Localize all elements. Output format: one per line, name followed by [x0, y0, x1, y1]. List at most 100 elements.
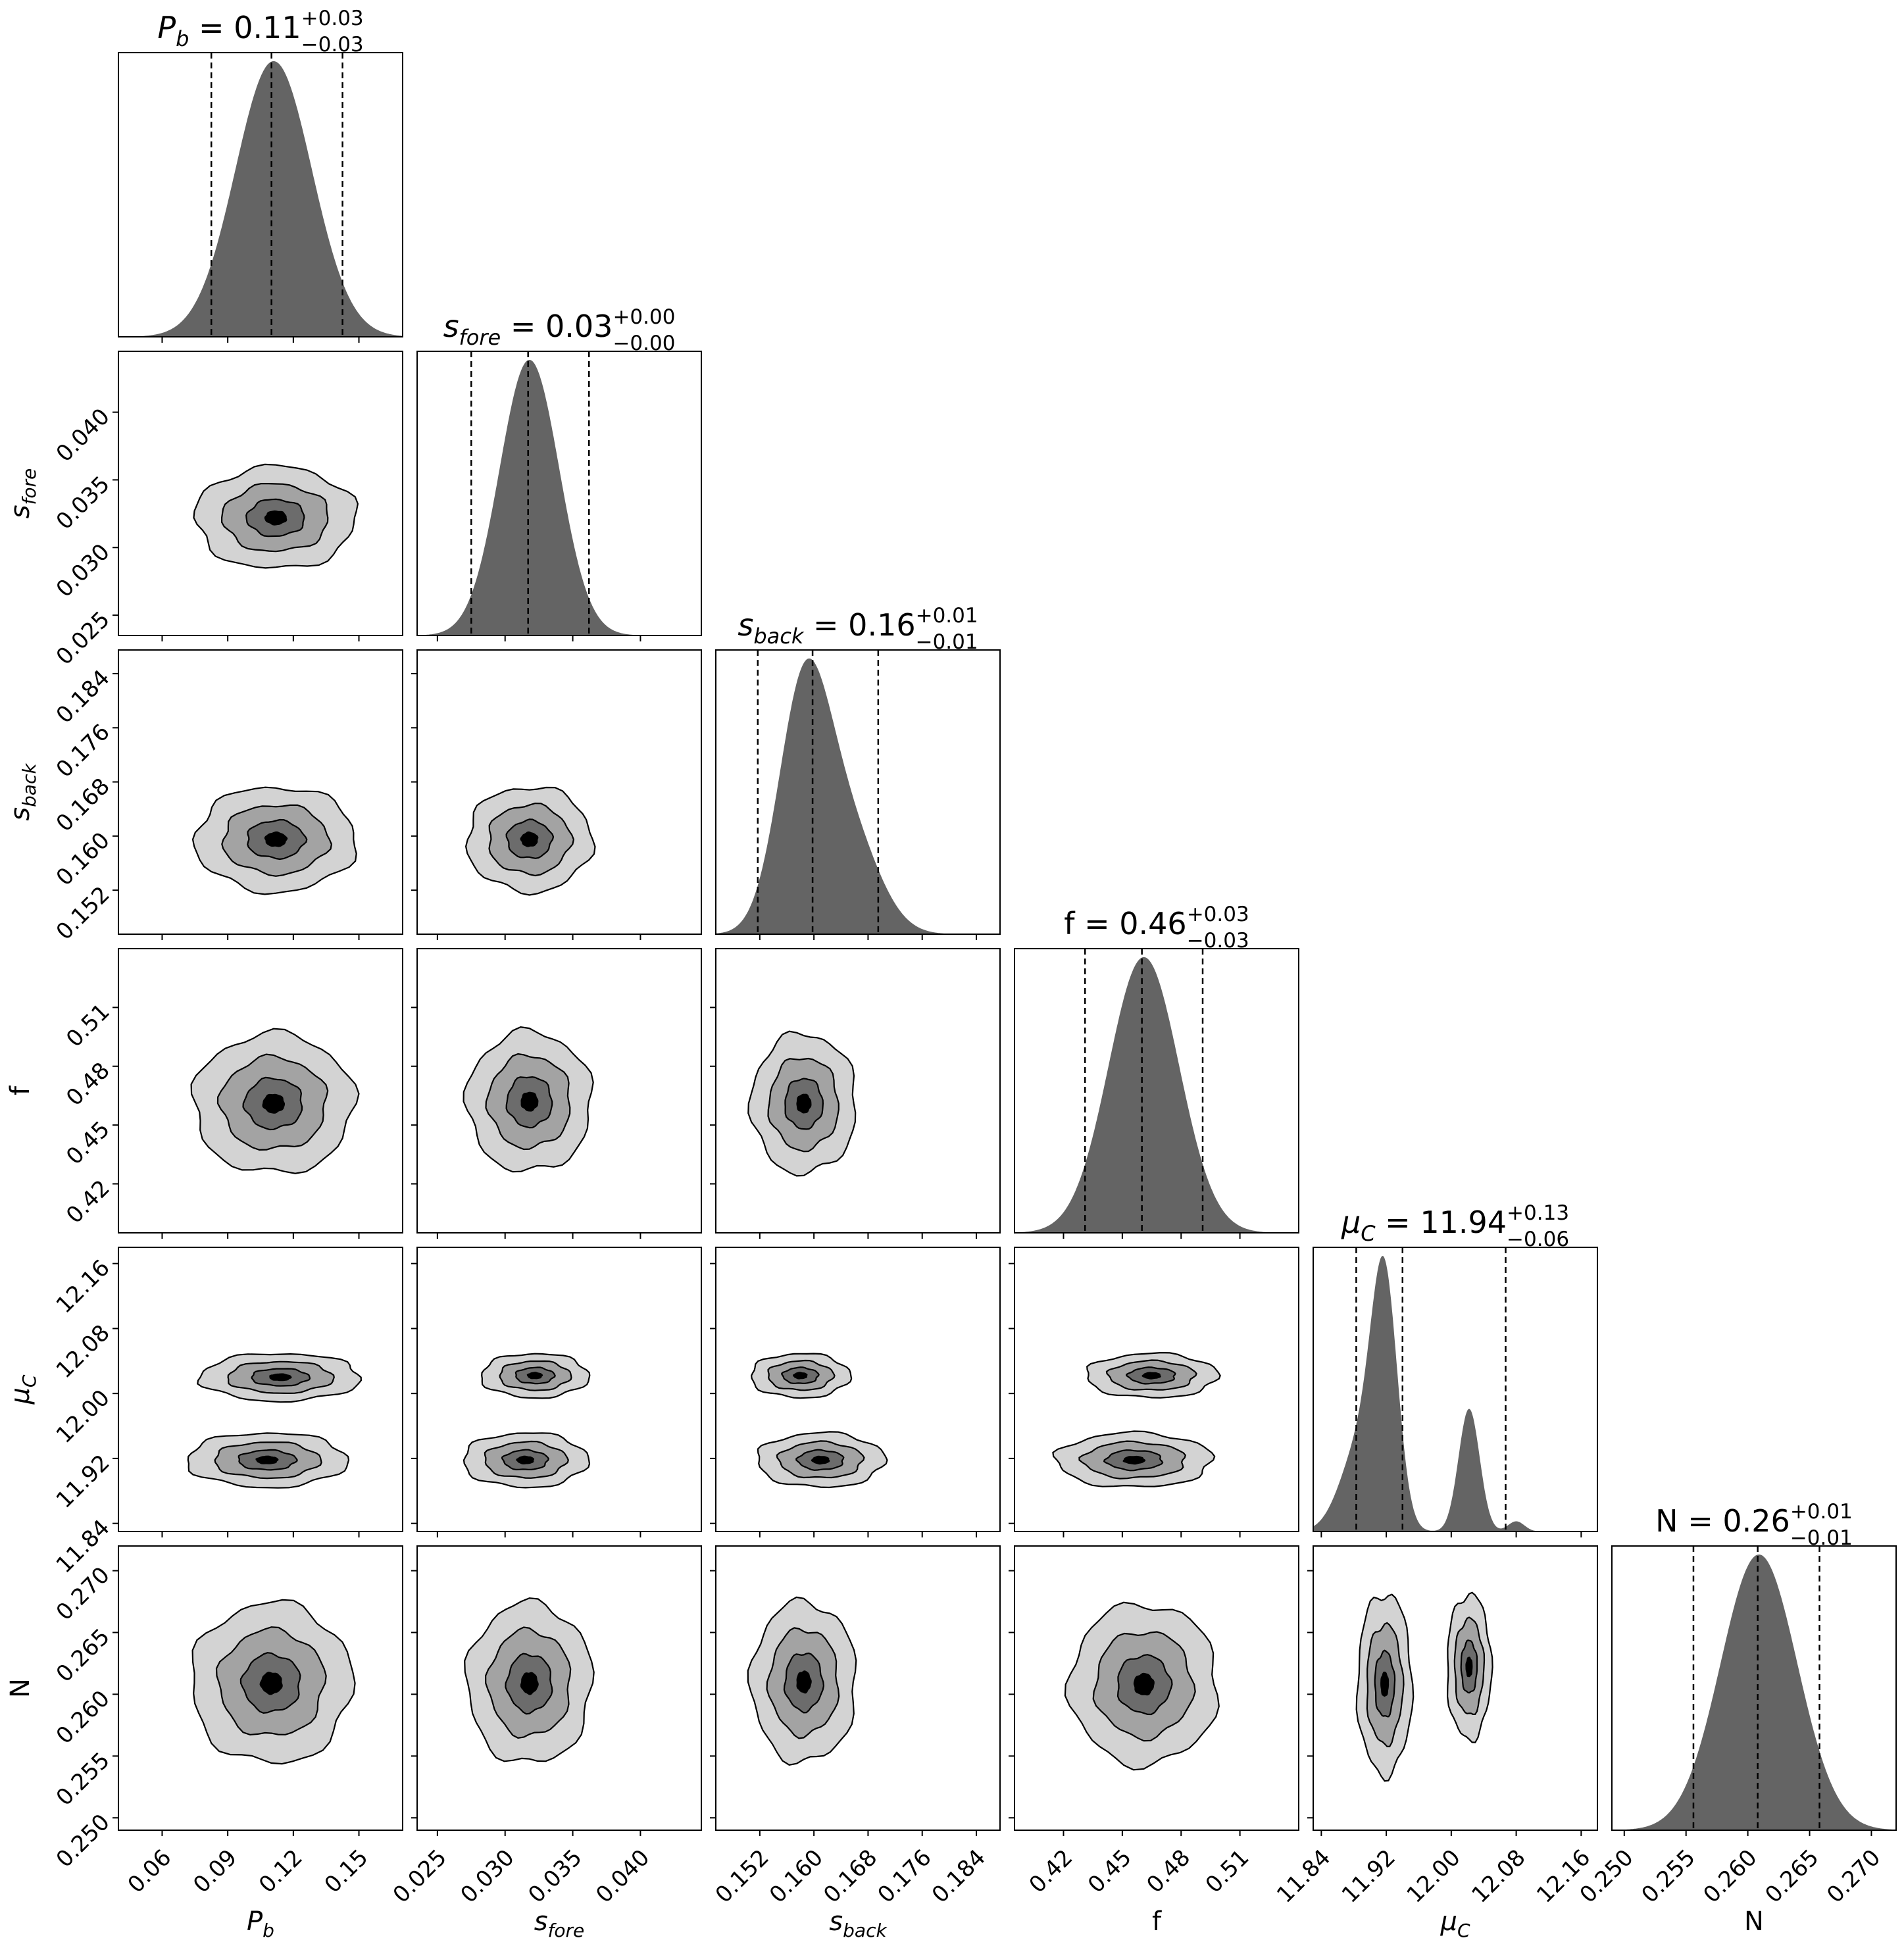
y-tick-label: 0.42 [61, 1175, 115, 1229]
histogram-sback [716, 659, 1000, 934]
y-axis-label-muC-sub: C [18, 1374, 40, 1387]
x-tick-label: 0.184 [927, 1845, 991, 1908]
x-axis-label-Pb-sub: b [263, 1920, 274, 1941]
panel-N-hist: N = 0.26+0.01−0.010.2500.2550.2600.2650.… [1575, 1500, 1897, 1908]
title-value: = 0.46 [1074, 906, 1186, 941]
y-tick-label: 0.040 [51, 403, 115, 467]
contour-level-4 [796, 1670, 812, 1694]
histogram-f [1015, 957, 1299, 1233]
histogram-sfore [417, 360, 701, 636]
y-tick-label: 0.265 [51, 1624, 115, 1687]
panel-sfore-hist: sfore = 0.03+0.00−0.00 [416, 305, 702, 641]
x-tick-label: 0.09 [188, 1845, 242, 1899]
panel-frame [1014, 948, 1299, 1234]
y-axis-label-N: N [5, 1678, 36, 1698]
x-axis-label-N: N [1744, 1907, 1764, 1937]
histogram-Pb [118, 61, 403, 337]
x-tick-label: 0.48 [1141, 1845, 1195, 1899]
panel-f-vs-N: 0.42 0.45 0.48 0.51 [1009, 1545, 1299, 1899]
y-tick-label: 0.152 [51, 882, 115, 945]
x-tick-label: 0.15 [320, 1845, 374, 1899]
x-axis-label-Pb: Pb [247, 1907, 274, 1941]
contour-level-4 [526, 1372, 543, 1380]
panel-sfore-vs-sback [411, 649, 702, 940]
y-axis-label-N-main: N [5, 1678, 36, 1698]
panel-frame [416, 351, 702, 636]
panel-content [747, 1596, 857, 1766]
contour-level-4 [1133, 1672, 1155, 1696]
panel-Pb-vs-f: 0.420.450.480.51 [61, 948, 403, 1239]
title-symbol: s [738, 607, 753, 643]
panel-title-sback: sback = 0.16+0.01 [738, 604, 978, 649]
panel-frame [118, 1545, 403, 1831]
panel-title-sfore: sfore = 0.03+0.00 [443, 305, 676, 350]
x-tick-label: 0.035 [523, 1845, 587, 1908]
panel-muC-hist: μC = 11.94+0.13−0.06 [1313, 1201, 1598, 1537]
panel-sback-hist: sback = 0.16+0.01−0.01 [715, 604, 1001, 940]
x-tick-label: 0.270 [1822, 1845, 1886, 1908]
x-tick-label: 0.45 [1083, 1845, 1137, 1899]
y-tick-label: 0.51 [61, 999, 115, 1053]
x-tick-label: 0.025 [388, 1845, 452, 1908]
title-plus: +0.13 [1507, 1201, 1569, 1225]
contour-level-4 [259, 1672, 283, 1695]
y-tick-label: 0.260 [51, 1685, 115, 1749]
panel-frame [118, 52, 403, 337]
title-symbol: f [1064, 906, 1076, 941]
panel-sfore-vs-muC [411, 1247, 702, 1537]
title-subscript: fore [459, 325, 501, 350]
panel-sfore-vs-N: 0.025 0.030 0.035 0.040 [388, 1545, 702, 1908]
histogram-muC [1313, 1256, 1597, 1532]
x-axis-label-sback-sub: back [843, 1920, 888, 1941]
x-tick-label: 0.030 [456, 1845, 520, 1908]
panel-content [464, 1597, 595, 1762]
x-axis-label-muC: μC [1440, 1907, 1470, 1941]
y-tick-label: 12.00 [51, 1385, 115, 1449]
panel-content [191, 786, 357, 895]
y-tick-label: 12.08 [51, 1320, 115, 1383]
panel-frame [118, 649, 403, 935]
y-tick-label: 0.035 [51, 471, 115, 535]
x-tick-label: 0.51 [1201, 1845, 1255, 1899]
panel-frame [1313, 1247, 1598, 1532]
y-tick-label: 0.250 [51, 1809, 115, 1873]
x-axis-label-muC-sub: C [1457, 1920, 1470, 1941]
x-tick-label: 11.84 [1272, 1845, 1336, 1908]
panel-content [1015, 949, 1299, 1233]
y-tick-label: 0.168 [51, 773, 115, 837]
title-value: = 11.94 [1376, 1205, 1507, 1240]
title-subscript: b [176, 26, 189, 51]
panel-title-Pb: Pb = 0.11+0.03 [157, 7, 363, 51]
panel-frame [416, 649, 702, 935]
y-axis-label-sback: sback [5, 762, 40, 821]
x-axis-label-sfore-main: s [534, 1907, 548, 1937]
y-tick-label: 11.92 [51, 1449, 115, 1513]
panel-frame [118, 351, 403, 636]
x-tick-label: 0.12 [254, 1845, 308, 1899]
panel-content [750, 1353, 888, 1489]
title-value: = 0.26 [1678, 1503, 1790, 1539]
y-tick-label: 0.255 [51, 1747, 115, 1811]
panel-content [1612, 1546, 1896, 1830]
panel-content [1355, 1591, 1493, 1782]
title-symbol: μ [1341, 1205, 1361, 1240]
x-tick-label: 0.260 [1698, 1845, 1762, 1908]
title-value: = 0.16 [803, 607, 915, 643]
title-subscript: back [753, 624, 805, 649]
panel-title-N: N = 0.26+0.01 [1655, 1500, 1853, 1539]
panel-frame [1313, 1545, 1598, 1831]
contour-level-4 [262, 1093, 285, 1114]
y-axis-label-f-main: f [5, 1085, 36, 1095]
x-tick-label: 12.08 [1466, 1845, 1530, 1908]
panel-frame [416, 948, 702, 1234]
contour-level-4 [516, 1455, 535, 1464]
panel-content [463, 1026, 594, 1173]
panel-content [464, 786, 596, 896]
y-axis-label-muC: μC [5, 1374, 40, 1405]
y-axis-label-sback-sub: back [18, 762, 40, 807]
y-tick-label: 12.16 [51, 1255, 115, 1318]
panel-content [747, 1030, 857, 1177]
